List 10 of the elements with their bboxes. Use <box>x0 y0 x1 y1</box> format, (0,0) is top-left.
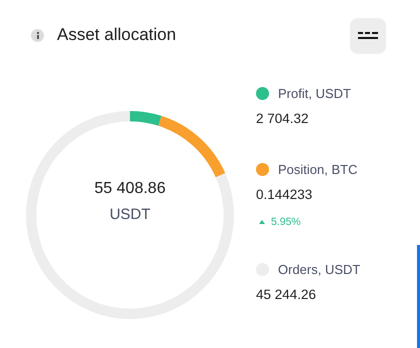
text: 45 244.26 <box>256 287 318 302</box>
text: 55 408.86 <box>93 180 167 198</box>
legend-label: Profit, USDT <box>278 86 351 101</box>
text: 5.95% <box>271 216 301 228</box>
text: 2 704.32 <box>256 111 310 126</box>
legend-label: Orders, USDT <box>278 262 360 277</box>
legend-label: Position, BTC <box>278 162 358 177</box>
text: USDT <box>108 206 152 223</box>
chart-title: Asset allocation <box>57 25 176 45</box>
text: 0.144233 <box>256 187 314 202</box>
